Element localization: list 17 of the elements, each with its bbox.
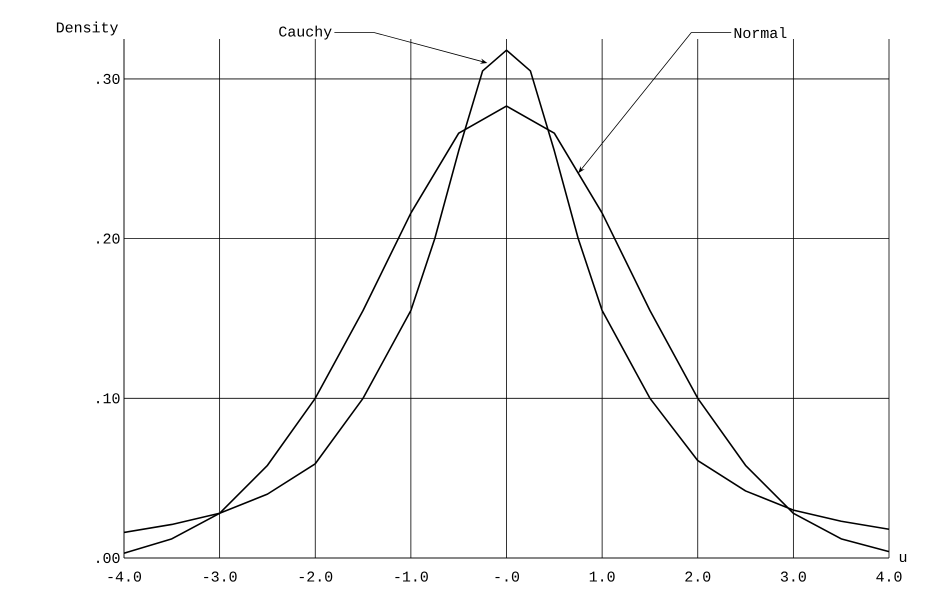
annotation: Normal [734, 27, 786, 38]
x-tick-label: -4.0 [108, 572, 142, 582]
y-tick-label: .30 [97, 74, 120, 84]
y-tick-label: .00 [97, 552, 120, 564]
x-tick-label: 2.0 [685, 572, 710, 582]
x-tick-label: 1.0 [590, 572, 615, 582]
x-tick-label: -3.0 [204, 572, 237, 582]
x-tick-label: -2.0 [300, 572, 332, 582]
y-tick-label: .10 [97, 393, 120, 404]
x-axis-title: u [900, 554, 906, 562]
x-tick-label: -1.0 [395, 572, 428, 582]
x-tick-label: -.0 [495, 572, 520, 582]
x-tick-label: 4.0 [876, 572, 902, 582]
y-axis-title: Density [56, 22, 118, 36]
y-tick-label: .20 [97, 234, 120, 244]
x-tick-label: 3.0 [780, 572, 806, 582]
annotation: Cauchy [279, 26, 332, 40]
